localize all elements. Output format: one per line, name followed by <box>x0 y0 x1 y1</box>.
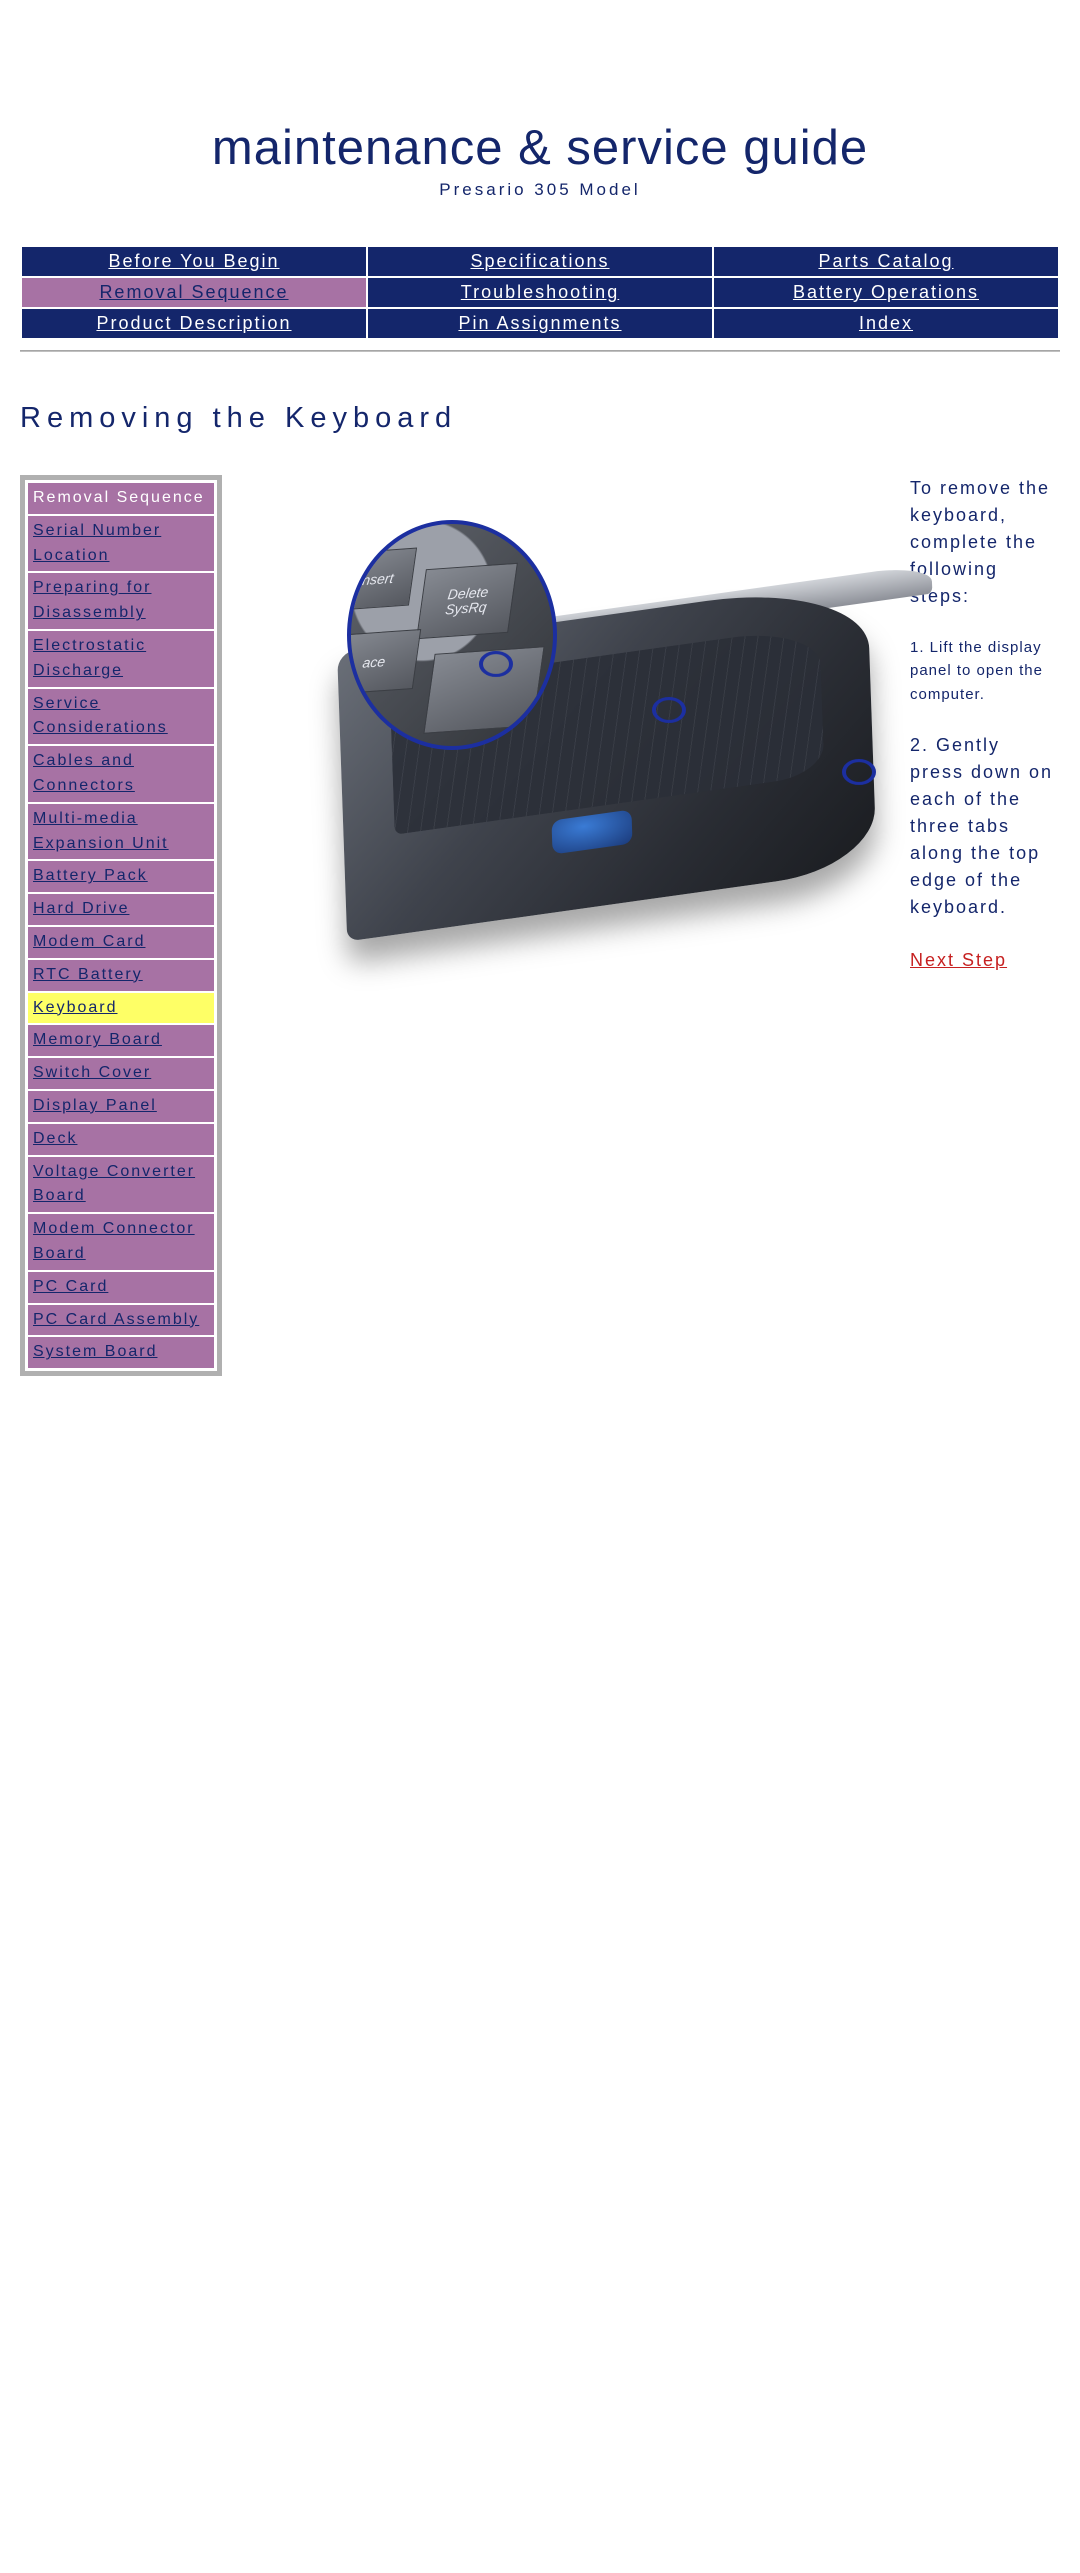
side-nav-item[interactable]: Serial Number Location <box>27 515 215 573</box>
side-nav-link[interactable]: RTC Battery <box>33 966 143 983</box>
side-nav-item[interactable]: Switch Cover <box>27 1057 215 1090</box>
top-nav-link[interactable]: Troubleshooting <box>461 282 619 302</box>
instructions-intro: To remove the keyboard, complete the fol… <box>910 475 1060 610</box>
zoom-key-delete: Delete SysRq <box>416 563 518 639</box>
side-nav-item[interactable]: Modem Card <box>27 926 215 959</box>
top-nav-link[interactable]: Battery Operations <box>793 282 979 302</box>
side-nav-link[interactable]: Display Panel <box>33 1097 157 1114</box>
top-nav-cell[interactable]: Parts Catalog <box>713 246 1059 277</box>
next-step-link[interactable]: Next Step <box>910 950 1007 970</box>
side-nav-header: Removal Sequence <box>27 482 215 515</box>
side-nav-container: Removal Sequence Serial Number Location P… <box>20 475 222 1376</box>
side-nav-link[interactable]: System Board <box>33 1343 157 1360</box>
side-nav-link[interactable]: Deck <box>33 1130 77 1147</box>
side-nav-link[interactable]: PC Card <box>33 1278 108 1295</box>
side-nav: Removal Sequence Serial Number Location P… <box>26 481 216 1370</box>
side-nav-item[interactable]: Voltage Converter Board <box>27 1156 215 1214</box>
top-nav-link[interactable]: Index <box>859 313 913 333</box>
zoom-key-insert: nsert <box>347 548 417 611</box>
top-nav-cell[interactable]: Before You Begin <box>21 246 367 277</box>
side-nav-link[interactable]: Electrostatic Discharge <box>33 637 146 679</box>
side-nav-item[interactable]: Preparing for Disassembly <box>27 572 215 630</box>
top-nav-link[interactable]: Pin Assignments <box>458 313 621 333</box>
side-nav-link[interactable]: Cables and Connectors <box>33 752 135 794</box>
top-nav-link[interactable]: Removal Sequence <box>99 282 288 302</box>
callout-ring <box>652 697 686 723</box>
top-nav-link[interactable]: Parts Catalog <box>818 251 953 271</box>
top-nav-link[interactable]: Product Description <box>96 313 291 333</box>
zoom-inset: nsert Delete SysRq ace <box>347 520 557 750</box>
callout-ring <box>842 759 876 785</box>
side-nav-link[interactable]: PC Card Assembly <box>33 1311 199 1328</box>
laptop-figure: nsert Delete SysRq ace <box>242 505 882 1015</box>
top-nav-link[interactable]: Specifications <box>470 251 609 271</box>
side-nav-item[interactable]: Deck <box>27 1123 215 1156</box>
model-label: Presario 305 Model <box>20 180 1060 200</box>
side-nav-item[interactable]: Keyboard <box>27 992 215 1025</box>
side-nav-link[interactable]: Switch Cover <box>33 1064 151 1081</box>
side-nav-item[interactable]: Multi-media Expansion Unit <box>27 803 215 861</box>
zoom-key-ace: ace <box>347 629 421 695</box>
top-nav-cell[interactable]: Pin Assignments <box>367 308 713 339</box>
step-1: 1. Lift the display panel to open the co… <box>910 636 1060 706</box>
top-nav-cell[interactable]: Specifications <box>367 246 713 277</box>
section-title: Removing the Keyboard <box>20 402 1060 435</box>
side-nav-item[interactable]: RTC Battery <box>27 959 215 992</box>
top-nav-cell[interactable]: Removal Sequence <box>21 277 367 308</box>
side-nav-link[interactable]: Service Considerations <box>33 695 168 737</box>
top-nav-cell[interactable]: Index <box>713 308 1059 339</box>
side-nav-link[interactable]: Battery Pack <box>33 867 148 884</box>
top-nav: Before You Begin Specifications Parts Cata… <box>20 245 1060 340</box>
callout-ring <box>479 651 513 677</box>
top-nav-link[interactable]: Before You Begin <box>108 251 279 271</box>
side-nav-item[interactable]: Battery Pack <box>27 860 215 893</box>
step-2: 2. Gently press down on each of the thre… <box>910 732 1060 921</box>
side-nav-link[interactable]: Memory Board <box>33 1031 162 1048</box>
top-nav-cell[interactable]: Battery Operations <box>713 277 1059 308</box>
side-nav-item[interactable]: Hard Drive <box>27 893 215 926</box>
side-nav-item[interactable]: PC Card Assembly <box>27 1304 215 1337</box>
zoom-key-label: nsert <box>361 571 394 588</box>
side-nav-link[interactable]: Keyboard <box>33 999 118 1016</box>
divider <box>20 350 1060 352</box>
top-nav-cell[interactable]: Product Description <box>21 308 367 339</box>
side-nav-link[interactable]: Voltage Converter Board <box>33 1163 195 1205</box>
side-nav-item[interactable]: Modem Connector Board <box>27 1213 215 1271</box>
side-nav-item[interactable]: Electrostatic Discharge <box>27 630 215 688</box>
side-nav-link[interactable]: Serial Number Location <box>33 522 161 564</box>
side-nav-item[interactable]: PC Card <box>27 1271 215 1304</box>
side-nav-item[interactable]: Memory Board <box>27 1024 215 1057</box>
content-wrap: Removal Sequence Serial Number Location P… <box>20 475 1060 1376</box>
side-nav-link[interactable]: Modem Connector Board <box>33 1220 195 1262</box>
side-nav-item[interactable]: Service Considerations <box>27 688 215 746</box>
side-nav-link[interactable]: Hard Drive <box>33 900 129 917</box>
side-nav-item[interactable]: System Board <box>27 1336 215 1369</box>
guide-title: maintenance & service guide <box>20 120 1060 176</box>
top-nav-cell[interactable]: Troubleshooting <box>367 277 713 308</box>
side-nav-link[interactable]: Modem Card <box>33 933 145 950</box>
zoom-key-label: ace <box>362 654 387 670</box>
side-nav-item[interactable]: Cables and Connectors <box>27 745 215 803</box>
zoom-key-label: SysRq <box>444 600 487 618</box>
side-nav-link[interactable]: Preparing for Disassembly <box>33 579 152 621</box>
instructions: To remove the keyboard, complete the fol… <box>902 475 1060 974</box>
side-nav-item[interactable]: Display Panel <box>27 1090 215 1123</box>
page-header: maintenance & service guide Presario 305… <box>20 120 1060 200</box>
side-nav-link[interactable]: Multi-media Expansion Unit <box>33 810 169 852</box>
